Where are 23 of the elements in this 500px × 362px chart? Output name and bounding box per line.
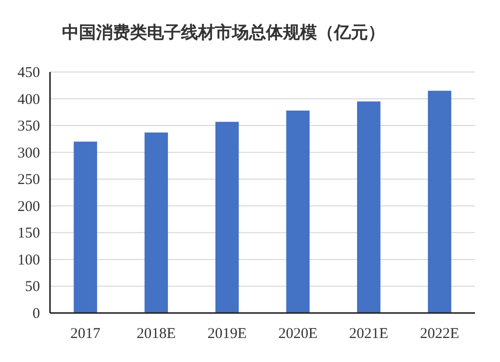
y-tick-label: 150: [18, 226, 40, 242]
bar: [286, 110, 310, 313]
x-tick-label: 2019E: [207, 326, 247, 342]
x-tick-label: 2022E: [420, 326, 460, 342]
bar: [144, 132, 168, 313]
chart-title: 中国消费类电子线材市场总体规模（亿元）: [62, 23, 385, 43]
y-tick-label: 100: [18, 252, 40, 268]
y-tick-label: 0: [32, 306, 40, 322]
x-tick-label: 2021E: [349, 326, 388, 342]
bar: [74, 142, 98, 313]
bar: [357, 101, 380, 313]
x-tick-label: 2018E: [136, 326, 176, 342]
y-tick-label: 400: [18, 92, 40, 108]
bar: [215, 122, 239, 313]
y-tick-label: 300: [18, 145, 40, 162]
y-tick-label: 450: [18, 65, 40, 81]
bar: [428, 90, 452, 313]
y-tick-label: 200: [18, 198, 40, 215]
x-tick-label: 2017: [70, 326, 101, 342]
y-tick-label: 250: [18, 172, 40, 188]
x-tick-label: 2020E: [278, 326, 318, 342]
y-tick-label: 350: [18, 118, 40, 135]
y-tick-label: 50: [25, 279, 40, 296]
